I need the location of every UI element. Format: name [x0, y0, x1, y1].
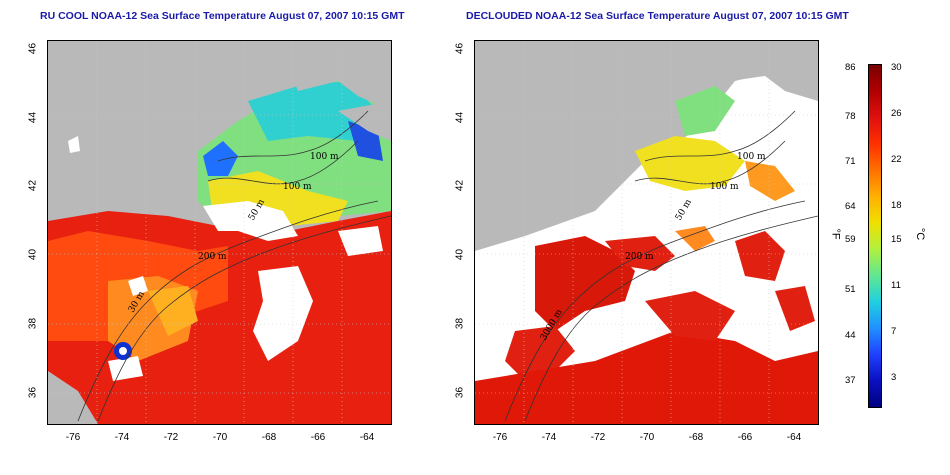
contour-label: 100 m — [310, 152, 339, 162]
contour-label: 100 m — [710, 182, 739, 192]
celsius-unit: °C — [914, 227, 927, 241]
y-tick: 40 — [27, 248, 39, 261]
fahrenheit-label: 71 — [845, 156, 856, 167]
x-tick: -68 — [261, 432, 277, 443]
x-tick: -64 — [359, 432, 375, 443]
fahrenheit-label: 51 — [845, 284, 856, 295]
fahrenheit-label: 37 — [845, 375, 856, 386]
contour-label: 200 m — [198, 252, 227, 262]
celsius-label: 3 — [891, 372, 897, 383]
y-tick: 44 — [27, 111, 39, 124]
y-tick: 36 — [454, 386, 466, 399]
right-sst-map: 100 m 100 m 50 m 200 m 3000 m — [474, 40, 819, 425]
x-tick: -66 — [310, 432, 326, 443]
celsius-label: 7 — [891, 326, 897, 337]
right-map-title: DECLOUDED NOAA-12 Sea Surface Temperatur… — [466, 10, 849, 22]
left-map-title: RU COOL NOAA-12 Sea Surface Temperature … — [40, 10, 405, 22]
left-sst-map: 100 m 100 m 50 m 200 m 30 m — [47, 40, 392, 425]
celsius-label: 18 — [891, 200, 902, 211]
x-tick: -72 — [590, 432, 606, 443]
x-tick: -74 — [541, 432, 557, 443]
y-tick: 38 — [454, 317, 466, 330]
fahrenheit-label: 86 — [845, 62, 856, 73]
fahrenheit-label: 64 — [845, 201, 856, 212]
x-tick: -64 — [786, 432, 802, 443]
x-tick: -70 — [639, 432, 655, 443]
celsius-label: 30 — [891, 62, 902, 73]
contour-label: 200 m — [625, 252, 654, 262]
y-tick: 42 — [454, 179, 466, 192]
fahrenheit-label: 78 — [845, 111, 856, 122]
x-tick: -68 — [688, 432, 704, 443]
y-tick: 42 — [27, 179, 39, 192]
x-tick: -76 — [492, 432, 508, 443]
x-tick: -74 — [114, 432, 130, 443]
x-tick: -66 — [737, 432, 753, 443]
y-tick: 46 — [454, 42, 466, 55]
celsius-label: 22 — [891, 154, 902, 165]
celsius-label: 11 — [891, 280, 901, 291]
contour-label: 100 m — [737, 152, 766, 162]
x-tick: -76 — [65, 432, 81, 443]
temperature-colorbar — [868, 64, 882, 408]
contour-label: 100 m — [283, 182, 312, 192]
y-tick: 38 — [27, 317, 39, 330]
x-tick: -72 — [163, 432, 179, 443]
y-tick: 44 — [454, 111, 466, 124]
fahrenheit-label: 44 — [845, 330, 856, 341]
y-tick: 36 — [27, 386, 39, 399]
y-tick: 40 — [454, 248, 466, 261]
celsius-label: 26 — [891, 108, 902, 119]
fahrenheit-unit: °F — [829, 228, 842, 240]
y-tick: 46 — [27, 42, 39, 55]
x-tick: -70 — [212, 432, 228, 443]
fahrenheit-label: 59 — [845, 234, 856, 245]
celsius-label: 15 — [891, 234, 902, 245]
